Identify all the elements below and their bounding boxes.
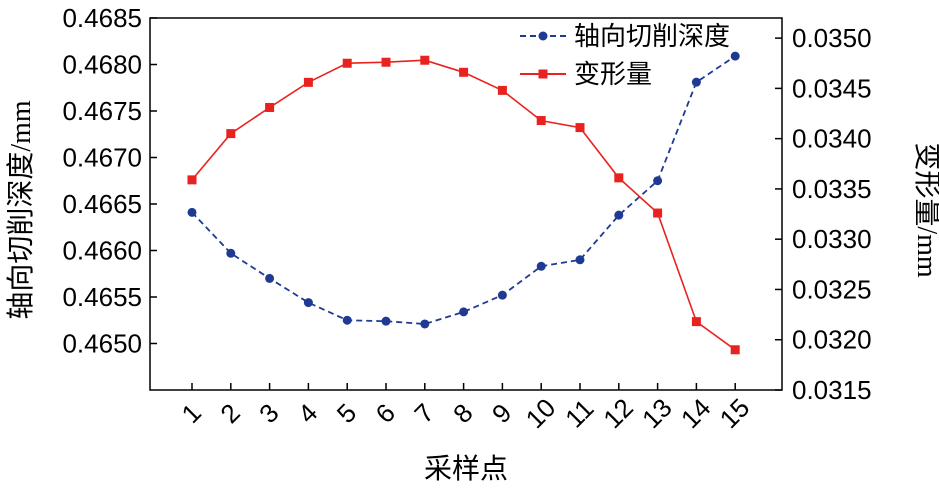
data-point-depth — [303, 298, 313, 308]
x-tick-label: 14 — [675, 392, 717, 434]
data-point-depth — [691, 77, 701, 87]
data-point-depth — [381, 316, 391, 326]
right-tick-label: 0.0345 — [792, 73, 872, 103]
x-tick-label: 10 — [520, 392, 562, 434]
legend-depth-label: 轴向切削深度 — [574, 22, 730, 52]
left-axis-title: 轴向切削深度/mm — [5, 100, 37, 320]
right-tick-label: 0.0320 — [792, 325, 872, 355]
data-point-depth — [420, 319, 430, 329]
data-point-deformation — [265, 102, 275, 112]
data-point-deformation — [653, 208, 663, 218]
right-axis-title: 变形量/mm — [911, 142, 939, 278]
data-point-depth — [614, 210, 624, 220]
data-point-deformation — [730, 345, 740, 355]
data-point-depth — [459, 307, 469, 317]
x-tick-label: 11 — [559, 393, 599, 433]
data-point-deformation — [303, 77, 313, 87]
data-point-depth — [653, 176, 663, 186]
right-tick-label: 0.0315 — [792, 375, 872, 405]
data-point-deformation — [614, 173, 624, 183]
data-point-deformation — [497, 85, 507, 95]
legend-deformation-marker — [538, 69, 548, 79]
left-tick-label: 0.4685 — [62, 3, 142, 33]
x-tick-label: 9 — [486, 398, 517, 429]
right-tick-label: 0.0325 — [792, 274, 872, 304]
data-point-depth — [730, 51, 740, 61]
x-tick-label: 13 — [636, 392, 678, 434]
data-point-deformation — [459, 67, 469, 77]
left-tick-label: 0.4660 — [62, 236, 142, 266]
legend-depth-marker — [538, 31, 548, 41]
right-tick-label: 0.0330 — [792, 224, 872, 254]
right-tick-label: 0.0350 — [792, 23, 872, 53]
data-point-deformation — [381, 57, 391, 67]
x-tick-label: 5 — [331, 398, 362, 429]
right-y-axis: 0.0315 0.0320 0.0325 0.0330 0.0335 0.0340 0.03… — [775, 23, 872, 405]
x-tick-label: 8 — [447, 398, 478, 429]
data-point-depth — [265, 273, 275, 283]
data-point-depth — [342, 315, 352, 325]
left-tick-label: 0.4680 — [62, 50, 142, 80]
data-point-depth — [187, 207, 197, 217]
data-point-deformation — [691, 317, 701, 327]
left-tick-label: 0.4675 — [62, 96, 142, 126]
x-tick-label: 3 — [253, 398, 284, 429]
x-tick-label: 6 — [370, 398, 401, 429]
data-point-deformation — [575, 123, 585, 133]
x-tick-label: 4 — [292, 398, 323, 429]
left-tick-label: 0.4650 — [62, 329, 142, 359]
x-tick-label: 2 — [214, 398, 245, 429]
data-point-deformation — [342, 58, 352, 68]
legend-item-deformation: 变形量 — [520, 60, 652, 90]
left-tick-label: 0.4665 — [62, 189, 142, 219]
data-point-deformation — [226, 129, 236, 139]
x-axis-title: 采样点 — [424, 453, 508, 485]
data-point-depth — [226, 248, 236, 258]
data-point-deformation — [187, 175, 197, 185]
series-line-depth — [191, 55, 736, 325]
legend: 轴向切削深度 变形量 — [520, 22, 730, 90]
right-tick-label: 0.0335 — [792, 174, 872, 204]
left-tick-label: 0.4655 — [62, 282, 142, 312]
right-tick-label: 0.0340 — [792, 124, 872, 154]
legend-item-depth: 轴向切削深度 — [520, 22, 730, 52]
left-tick-label: 0.4670 — [62, 143, 142, 173]
x-tick-label: 7 — [408, 398, 439, 429]
data-point-depth — [575, 255, 585, 265]
data-point-deformation — [536, 116, 546, 126]
data-point-deformation — [420, 55, 430, 65]
data-point-depth — [536, 261, 546, 271]
legend-deformation-label: 变形量 — [574, 60, 652, 90]
left-y-axis: 0.4650 0.4655 0.4660 0.4665 0.4670 0.4675 0.46… — [62, 3, 157, 359]
x-tick-label: 1 — [176, 398, 207, 429]
series-layer — [187, 51, 740, 355]
data-point-depth — [497, 290, 507, 300]
x-tick-label: 15 — [714, 392, 756, 434]
x-tick-label: 12 — [597, 392, 639, 434]
